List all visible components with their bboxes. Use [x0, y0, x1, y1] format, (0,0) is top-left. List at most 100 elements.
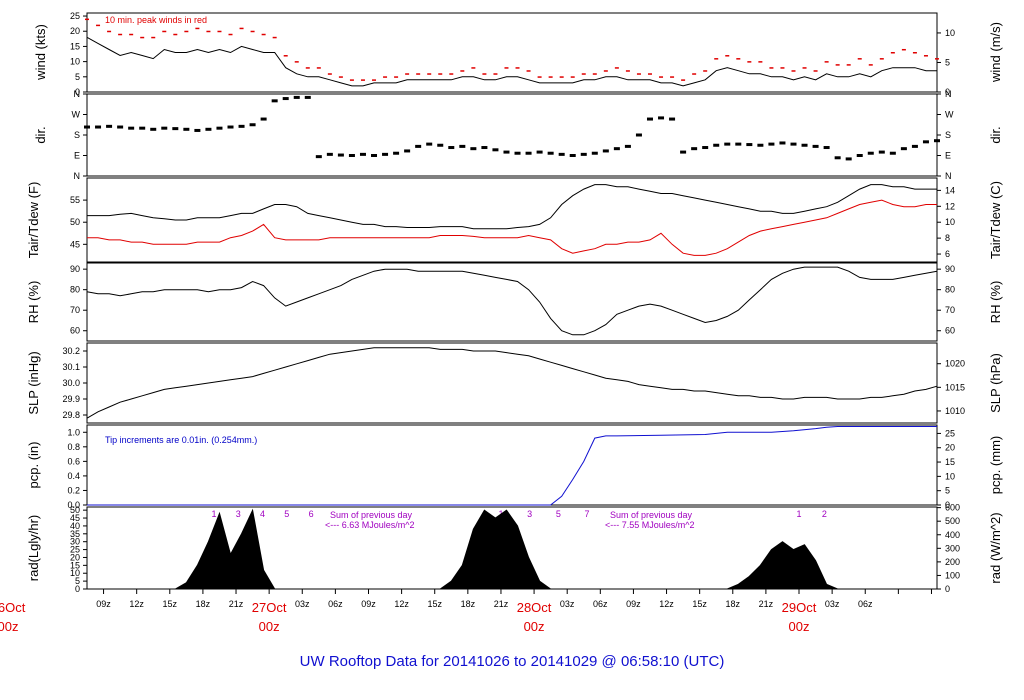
y-tick-label: N [74, 171, 81, 181]
x-tick-label: 21z [229, 599, 244, 609]
dir-point [823, 146, 830, 150]
dir-point [150, 127, 157, 131]
dir-point [558, 152, 565, 156]
y2-tick-label: 0 [945, 87, 950, 97]
y-tick-label: 30.0 [62, 378, 80, 388]
wind-series [85, 18, 939, 87]
wind-peak-point [327, 73, 332, 75]
wind-peak-point [824, 61, 829, 63]
dir-point [724, 142, 731, 146]
tip-increments-note: Tip increments are 0.01in. (0.254mm.) [105, 435, 257, 445]
x-tick-label: 15z [692, 599, 707, 609]
y-tick-label: 35 [70, 529, 80, 539]
wind-peak-point [283, 55, 288, 57]
dir-point [812, 144, 819, 148]
y-tick-label: 10 [70, 57, 80, 67]
wind-ms-label: wind (m/s) [988, 22, 1003, 83]
y-tick-label: 45 [70, 513, 80, 523]
wind-peak-point [758, 61, 763, 63]
y-tick-label: 0.2 [67, 485, 80, 495]
rad-peak-label: 1 [797, 509, 802, 519]
y2-tick-label: 5 [945, 486, 950, 496]
y-tick-label: 0.0 [67, 500, 80, 510]
dir-point [790, 142, 797, 146]
dir-point [547, 151, 554, 155]
y-tick-label: 20 [70, 552, 80, 562]
dir-point [768, 142, 775, 146]
footer-title: UW Rooftop Data for 20141026 to 20141029… [300, 653, 725, 670]
slp-line [86, 347, 938, 419]
dir-point [161, 126, 168, 130]
y-tick-label: 45 [70, 239, 80, 249]
dir-point [448, 146, 455, 150]
day-hour-label: 00z [259, 619, 280, 634]
rad-area [438, 509, 553, 590]
slp-hpa-label: SLP (hPa) [988, 353, 1003, 413]
wind-peak-point [912, 52, 917, 54]
rh-series [86, 266, 938, 336]
dir-point [426, 142, 433, 146]
wind-peak-point [438, 73, 443, 75]
y2-tick-label: E [945, 151, 951, 161]
y-tick-label: 0.8 [67, 442, 80, 452]
panel-radiation: rad(Lgly/hr) rad (W/m^2) Sum of previous… [26, 503, 1003, 594]
wind-peak-point [427, 73, 432, 75]
x-tick-label: 12z [129, 599, 144, 609]
wind-peak-point [857, 58, 862, 60]
x-tick-label: 18z [461, 599, 476, 609]
dir-point [779, 141, 786, 145]
dir-point [348, 154, 355, 157]
panel-precipitation: pcp. (in) pcp. (mm) Tip increments are 0… [26, 424, 1003, 510]
wind-peak-point [316, 67, 321, 69]
dir-point [713, 143, 720, 147]
wind-peak-point [129, 33, 134, 36]
y-tick-label: E [74, 151, 80, 161]
x-tick-label: 06z [328, 599, 343, 609]
rad-peak-label: 2 [822, 509, 827, 519]
y-tick-label: 50 [70, 217, 80, 227]
x-tick-label: 03z [560, 599, 575, 609]
wind-peak-point [592, 73, 597, 75]
x-tick-label: 03z [825, 599, 840, 609]
x-tick-label: 06z [593, 599, 608, 609]
wind-peak-point [349, 79, 354, 81]
wind-peak-point [261, 33, 266, 36]
wind-peak-point [383, 76, 388, 78]
y-tick-label: 15 [70, 41, 80, 51]
wind-peak-point [835, 64, 840, 66]
dir-point [900, 147, 907, 151]
wind-peak-point [504, 67, 509, 69]
wind-peak-point [670, 76, 675, 78]
y2-tick-label: 500 [945, 516, 960, 526]
y2-tick-label: 6 [945, 249, 950, 259]
wind-peak-point [405, 73, 410, 75]
day-date-label: 29Oct [782, 600, 817, 615]
wind-peak-point [780, 67, 785, 69]
y-tick-label: 20 [70, 26, 80, 36]
wind-peak-point [559, 76, 564, 78]
x-tick-label: 21z [494, 599, 509, 609]
slp-inhg-label: SLP (inHg) [26, 351, 41, 414]
dir-point [304, 95, 311, 99]
y2-tick-label: W [945, 110, 954, 120]
x-tick-label: 18z [726, 599, 741, 609]
y2-tick-label: 15 [945, 457, 955, 467]
y-tick-label: 0 [75, 87, 80, 97]
dir-point [359, 152, 366, 156]
y-tick-label: N [74, 89, 81, 99]
dir-point [117, 125, 124, 129]
wind-peak-point [338, 76, 343, 78]
wind-peak-point [625, 70, 630, 72]
wind-peak-point [250, 30, 255, 33]
dir-point [249, 123, 256, 127]
x-tick-label: 09z [626, 599, 641, 609]
rad-peak-label: 1 [211, 509, 216, 519]
wind-peak-point [294, 61, 299, 63]
day-hour-label: 00z [524, 619, 545, 634]
y-tick-label: 25 [70, 545, 80, 555]
wind-peak-point [107, 30, 112, 33]
dir-point [404, 149, 411, 153]
rad-peak-label: 5 [556, 509, 561, 519]
temp-series [87, 184, 937, 256]
wind-peak-point [603, 70, 608, 72]
